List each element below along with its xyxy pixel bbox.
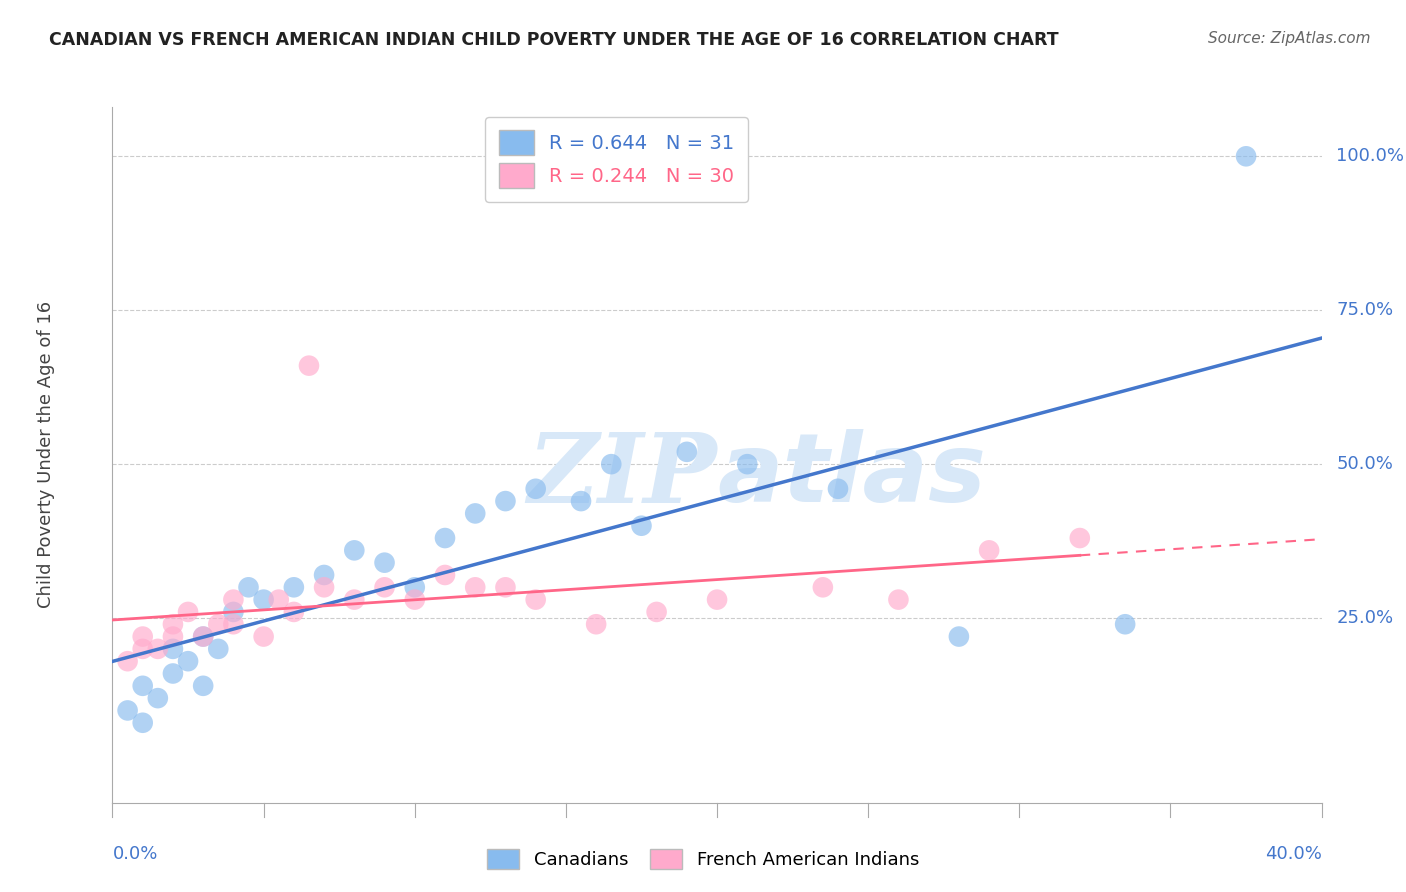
Text: Child Poverty Under the Age of 16: Child Poverty Under the Age of 16 bbox=[37, 301, 55, 608]
Point bbox=[191, 630, 214, 644]
Point bbox=[827, 482, 849, 496]
Text: 100.0%: 100.0% bbox=[1336, 147, 1405, 165]
Point bbox=[706, 592, 728, 607]
Point bbox=[645, 605, 668, 619]
Point bbox=[132, 715, 155, 730]
Point bbox=[464, 580, 486, 594]
Point bbox=[404, 580, 426, 594]
Point bbox=[207, 617, 229, 632]
Point bbox=[675, 445, 697, 459]
Text: 0.0%: 0.0% bbox=[112, 845, 157, 863]
Point bbox=[495, 494, 517, 508]
Text: 50.0%: 50.0% bbox=[1336, 455, 1393, 473]
Point bbox=[283, 605, 305, 619]
Text: ZIP: ZIP bbox=[527, 429, 717, 523]
Point bbox=[162, 617, 184, 632]
Point bbox=[343, 592, 366, 607]
Point bbox=[117, 703, 139, 717]
Legend: Canadians, French American Indians: Canadians, French American Indians bbox=[478, 839, 928, 879]
Point bbox=[191, 630, 214, 644]
Point bbox=[585, 617, 607, 632]
Point bbox=[146, 641, 169, 656]
Point bbox=[162, 666, 184, 681]
Point bbox=[117, 654, 139, 668]
Point bbox=[314, 580, 336, 594]
Point bbox=[267, 592, 290, 607]
Point bbox=[433, 568, 456, 582]
Point bbox=[298, 359, 321, 373]
Point bbox=[374, 556, 396, 570]
Point bbox=[207, 641, 229, 656]
Point bbox=[222, 605, 245, 619]
Point bbox=[495, 580, 517, 594]
Point bbox=[374, 580, 396, 594]
Point bbox=[222, 617, 245, 632]
Point bbox=[132, 641, 155, 656]
Point bbox=[222, 592, 245, 607]
Point bbox=[1234, 149, 1257, 163]
Point bbox=[283, 580, 305, 594]
Point bbox=[887, 592, 910, 607]
Point bbox=[177, 654, 200, 668]
Text: 25.0%: 25.0% bbox=[1336, 609, 1393, 627]
Point bbox=[433, 531, 456, 545]
Legend: R = 0.644   N = 31, R = 0.244   N = 30: R = 0.644 N = 31, R = 0.244 N = 30 bbox=[485, 117, 748, 202]
Point bbox=[177, 605, 200, 619]
Point bbox=[524, 592, 547, 607]
Point bbox=[737, 457, 759, 471]
Point bbox=[977, 543, 1000, 558]
Text: 75.0%: 75.0% bbox=[1336, 301, 1393, 319]
Text: Source: ZipAtlas.com: Source: ZipAtlas.com bbox=[1208, 31, 1371, 46]
Point bbox=[524, 482, 547, 496]
Point bbox=[238, 580, 260, 594]
Point bbox=[464, 507, 486, 521]
Point bbox=[162, 630, 184, 644]
Point bbox=[162, 641, 184, 656]
Text: atlas: atlas bbox=[717, 429, 986, 523]
Point bbox=[948, 630, 970, 644]
Point bbox=[314, 568, 336, 582]
Point bbox=[132, 630, 155, 644]
Point bbox=[404, 592, 426, 607]
Point bbox=[630, 518, 652, 533]
Point bbox=[569, 494, 592, 508]
Point bbox=[132, 679, 155, 693]
Point bbox=[1069, 531, 1091, 545]
Text: CANADIAN VS FRENCH AMERICAN INDIAN CHILD POVERTY UNDER THE AGE OF 16 CORRELATION: CANADIAN VS FRENCH AMERICAN INDIAN CHILD… bbox=[49, 31, 1059, 49]
Point bbox=[253, 630, 276, 644]
Point bbox=[600, 457, 623, 471]
Point bbox=[343, 543, 366, 558]
Point bbox=[811, 580, 834, 594]
Point bbox=[146, 691, 169, 706]
Point bbox=[191, 679, 214, 693]
Point bbox=[1114, 617, 1136, 632]
Point bbox=[253, 592, 276, 607]
Text: 40.0%: 40.0% bbox=[1265, 845, 1322, 863]
